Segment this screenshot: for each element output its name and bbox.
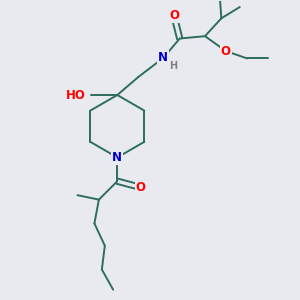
Text: O: O <box>221 44 231 58</box>
Text: N: N <box>158 51 168 64</box>
Text: N: N <box>112 151 122 164</box>
Text: HO: HO <box>66 88 86 101</box>
Text: O: O <box>136 181 146 194</box>
Text: O: O <box>169 9 179 22</box>
Text: H: H <box>169 61 177 71</box>
